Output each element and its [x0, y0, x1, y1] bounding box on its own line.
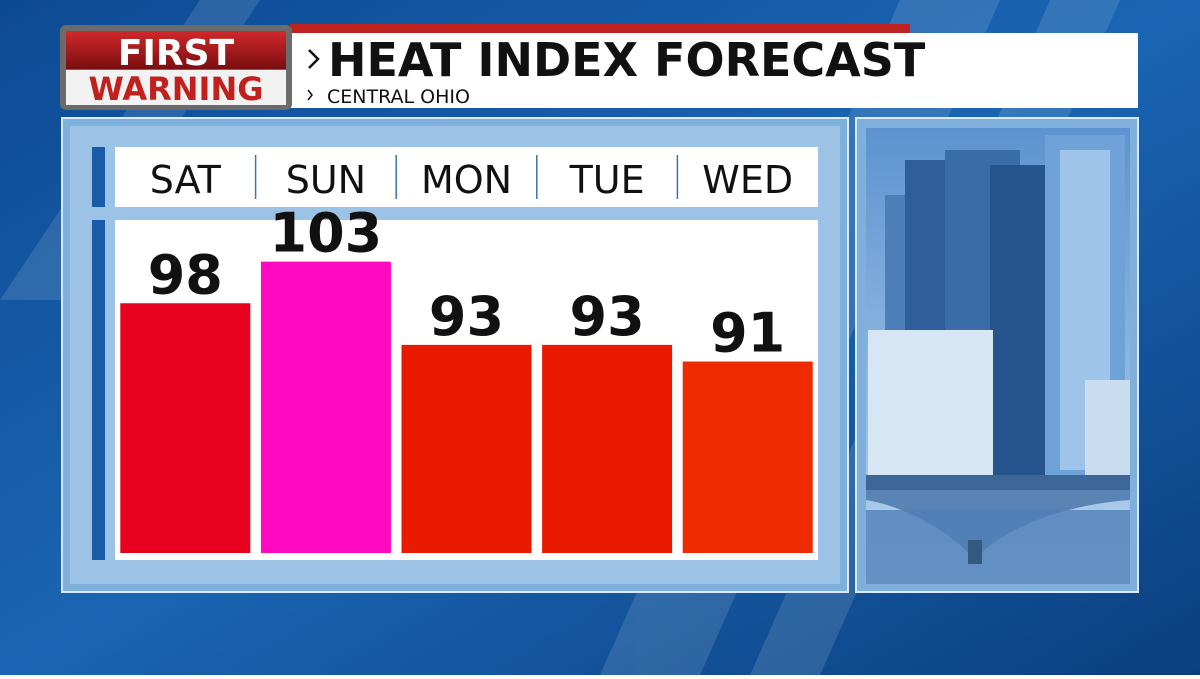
header-bar: [290, 33, 1138, 108]
day-label: SAT: [150, 158, 222, 202]
logo-top: [66, 31, 286, 69]
bar: [120, 303, 251, 553]
side-strip: [92, 220, 105, 560]
logo-line2: WARNING: [89, 70, 264, 108]
bar: [542, 344, 673, 553]
header-accent: [290, 24, 910, 33]
side-strip: [92, 147, 105, 207]
bar: [401, 344, 532, 553]
day-label: TUE: [569, 158, 645, 202]
value-label: 103: [270, 202, 383, 265]
day-label: MON: [421, 158, 512, 202]
city-photo: [866, 128, 1130, 584]
logo-line1: FIRST: [118, 33, 235, 74]
value-label: 91: [710, 302, 785, 365]
bar: [682, 361, 813, 553]
value-label: 98: [148, 243, 223, 306]
chevron: [308, 49, 320, 69]
subtitle: CENTRAL OHIO: [327, 86, 470, 108]
value-label: 93: [570, 285, 645, 348]
day-label: WED: [702, 158, 793, 202]
title: HEAT INDEX FORECAST: [328, 33, 926, 87]
bar: [260, 261, 391, 553]
value-label: 93: [429, 285, 504, 348]
day-label: SUN: [286, 158, 366, 202]
day-header: [115, 147, 818, 207]
chevron: [307, 89, 313, 101]
logo-bottom: [66, 70, 286, 105]
